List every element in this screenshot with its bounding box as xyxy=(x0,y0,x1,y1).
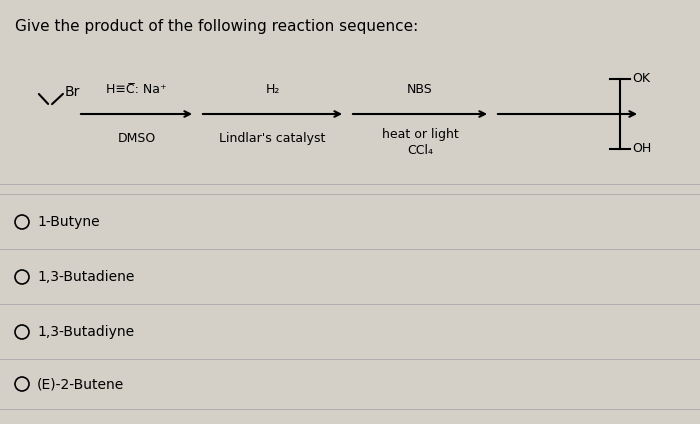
Text: DMSO: DMSO xyxy=(118,132,155,145)
Text: NBS: NBS xyxy=(407,83,433,96)
Text: H₂: H₂ xyxy=(265,83,280,96)
Text: heat or light: heat or light xyxy=(382,128,458,141)
Text: Br: Br xyxy=(65,85,80,99)
Text: Lindlar's catalyst: Lindlar's catalyst xyxy=(219,132,326,145)
Text: OK: OK xyxy=(632,73,650,86)
Text: Give the product of the following reaction sequence:: Give the product of the following reacti… xyxy=(15,19,419,34)
Text: 1,3-Butadiyne: 1,3-Butadiyne xyxy=(37,325,134,339)
Text: CCl₄: CCl₄ xyxy=(407,144,433,157)
Text: H≡C̅: Na⁺: H≡C̅: Na⁺ xyxy=(106,83,167,96)
Text: 1-Butyne: 1-Butyne xyxy=(37,215,99,229)
Text: (E)-2-Butene: (E)-2-Butene xyxy=(37,377,125,391)
Text: OH: OH xyxy=(632,142,651,156)
Text: 1,3-Butadiene: 1,3-Butadiene xyxy=(37,270,134,284)
